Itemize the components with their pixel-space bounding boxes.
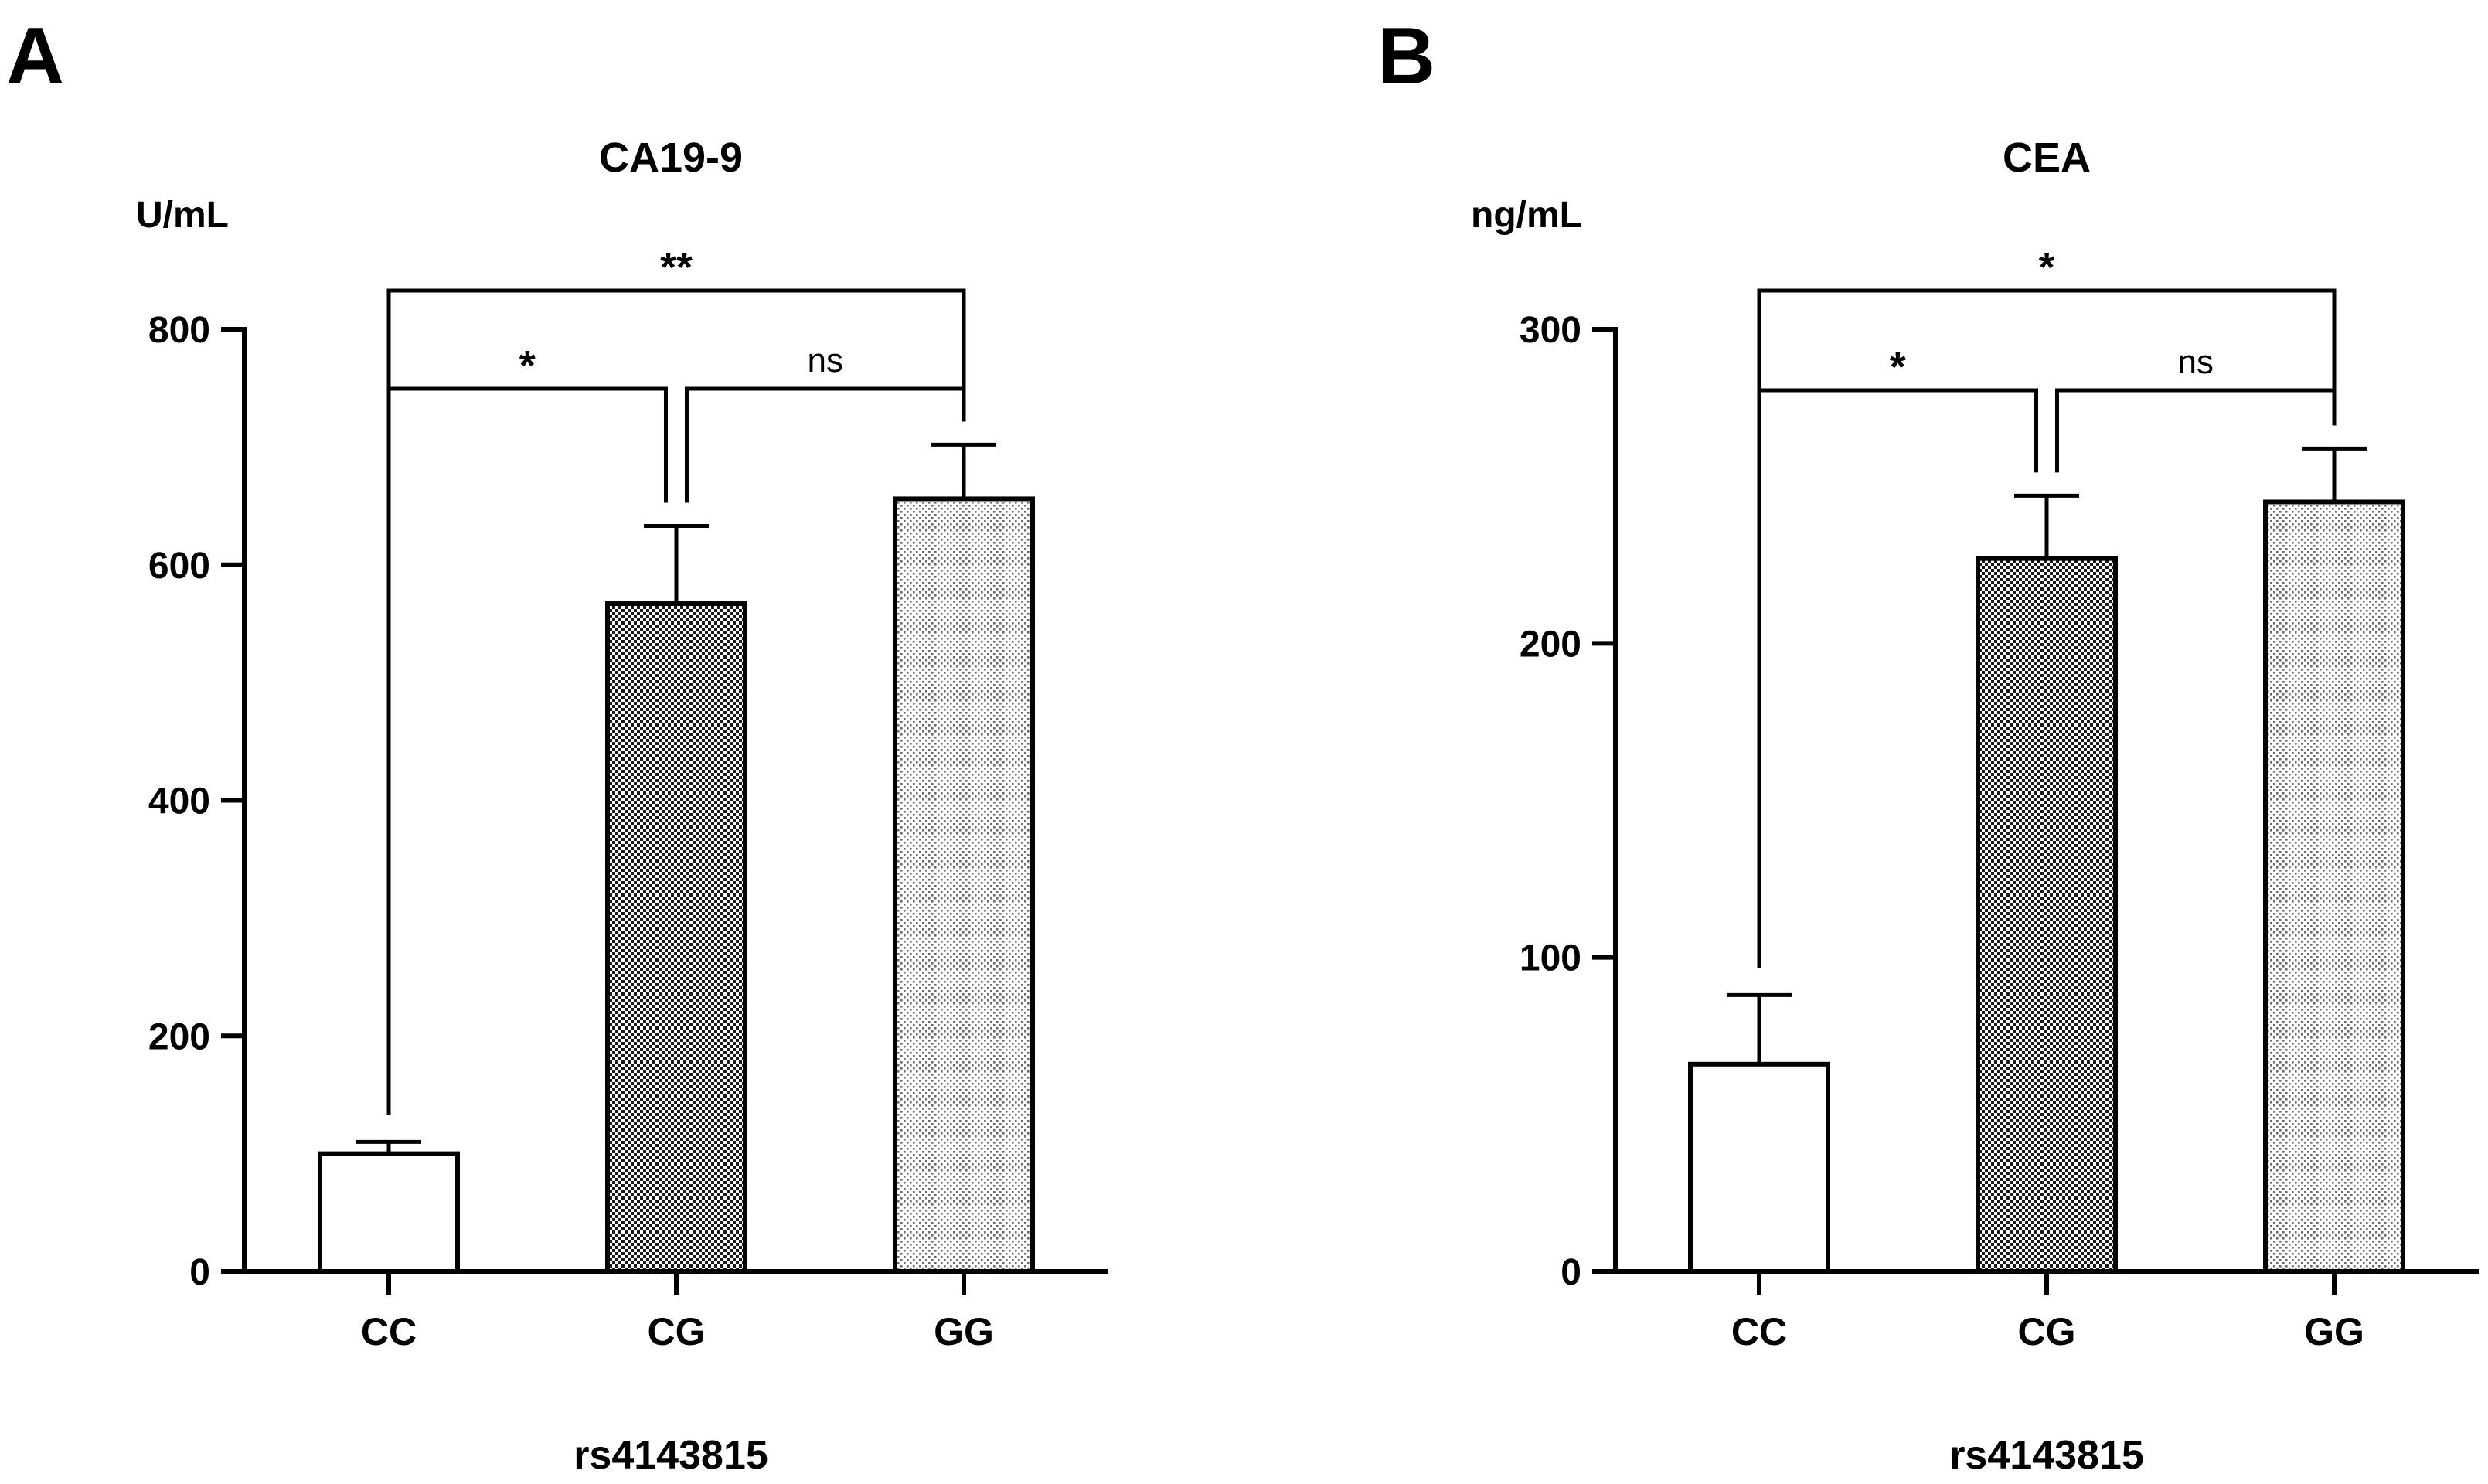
panel-b-category-label: CG — [2018, 1310, 2076, 1353]
panel-b-category-label: GG — [2304, 1310, 2364, 1353]
panel-b: B CEA ng/mL rs4143815 0 100 200 300 CC CG GG * n… — [1377, 12, 2479, 1478]
panel-b-bar-gg — [2263, 499, 2405, 1274]
panel-a-plot: 0 200 400 600 800 CC CG GG * ns ** — [148, 244, 1108, 1353]
panel-a-significance-label: ** — [660, 244, 693, 291]
panel-a-y-tick-label: 0 — [189, 1252, 210, 1293]
panel-b-bar-cg — [1976, 556, 2118, 1274]
panel-a-significance-label: * — [519, 342, 536, 389]
panel-b-y-tick-label: 0 — [1561, 1252, 1581, 1293]
panel-b-significance-bracket — [2055, 388, 2337, 473]
panel-b-significance-label: * — [1890, 344, 1906, 390]
panel-a-y-tick-label: 400 — [148, 781, 210, 822]
panel-a-bar-gg — [893, 496, 1035, 1274]
panel-a-y-unit: U/mL — [136, 195, 229, 236]
panel-a-significance-label: ns — [808, 342, 843, 380]
panel-a-y-tick-label: 800 — [148, 310, 210, 351]
panel-b-category-label: CC — [1731, 1310, 1787, 1353]
panel-a-y-tick-label: 600 — [148, 546, 210, 587]
panel-b-y-tick-label: 300 — [1520, 310, 1581, 351]
panel-a-letter: A — [6, 12, 64, 101]
panel-a-significance-bracket — [386, 288, 966, 1115]
panel-a-bar-cg — [605, 601, 747, 1274]
panel-a-bar-cc — [318, 1151, 460, 1274]
panel-b-y-tick-label: 200 — [1520, 624, 1581, 665]
panel-b-significance-label: ns — [2178, 343, 2214, 381]
panel-a-title: CA19-9 — [599, 134, 743, 181]
panel-b-plot: 0 100 200 300 CC CG GG * ns * — [1520, 244, 2479, 1353]
panel-a-category-label: CG — [648, 1310, 706, 1353]
panel-a-significance-bracket — [685, 386, 966, 503]
panel-a-y-tick-label: 200 — [148, 1016, 210, 1057]
panel-b-y-tick-label: 100 — [1520, 938, 1581, 979]
panel-b-significance-label: * — [2038, 244, 2054, 291]
panel-b-letter: B — [1377, 12, 1435, 101]
panel-a-x-label: rs4143815 — [573, 1433, 768, 1478]
panel-b-bar-cc — [1688, 1061, 1830, 1274]
panel-b-significance-bracket — [1757, 288, 2337, 968]
panel-a-category-label: GG — [934, 1310, 994, 1353]
panel-b-title: CEA — [2003, 134, 2091, 181]
panel-a: A CA19-9 U/mL rs4143815 0 200 400 600 800 CC C… — [6, 12, 1108, 1478]
panel-b-y-unit: ng/mL — [1471, 195, 1582, 236]
panel-b-x-label: rs4143815 — [1949, 1433, 2144, 1478]
panel-a-category-label: CC — [361, 1310, 417, 1353]
